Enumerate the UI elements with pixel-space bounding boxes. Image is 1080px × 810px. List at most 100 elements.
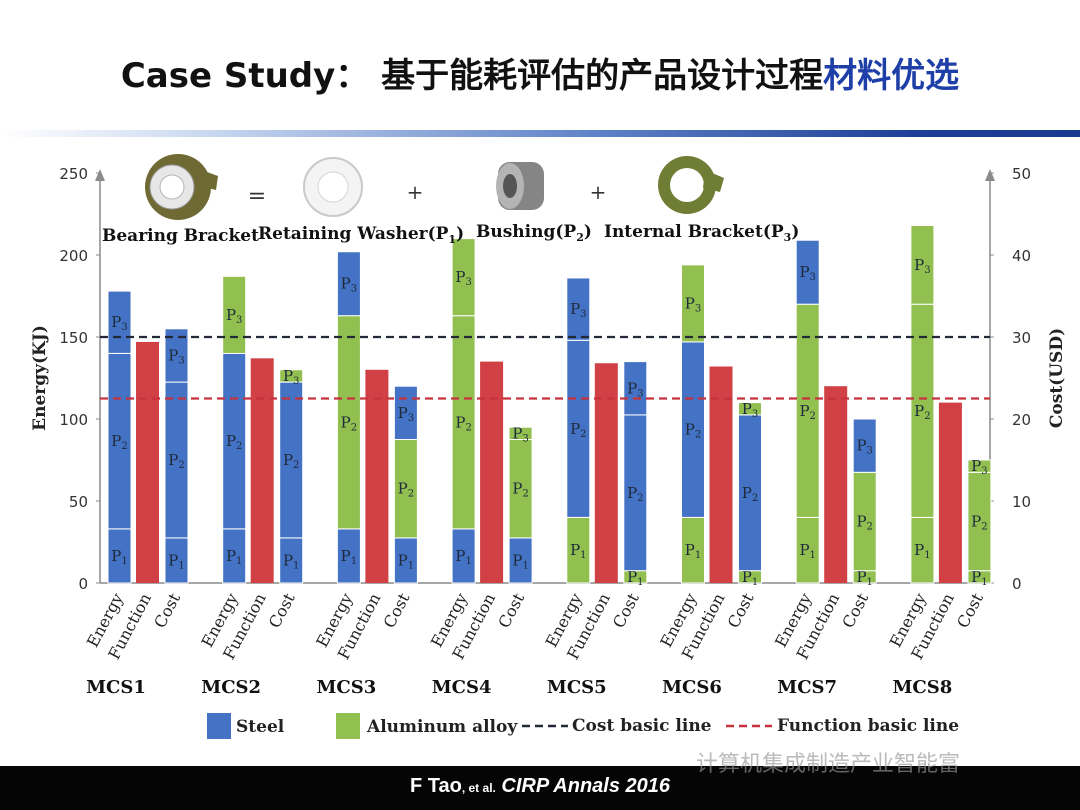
citation-journal: CIRP Annals 2016 [501,775,671,797]
segment-label: P3 [856,437,872,457]
segment-label: P1 [914,541,930,561]
legend-label-aluminum: Aluminum alloy [366,717,518,737]
plus-sign: + [407,180,424,204]
left-axis-label: Energy(KJ) [30,325,50,431]
segment-label: P3 [398,404,414,424]
segment-label: P3 [512,424,528,444]
segment-label: P1 [111,547,127,567]
watermark-text: 计算机集成制造产业智能富 [696,752,961,777]
cost-segment [279,369,304,383]
group-label: MCS2 [201,677,261,698]
segment-label: P2 [627,484,643,504]
segment-label: P3 [799,263,815,283]
right-tick-label: 50 [1012,165,1031,183]
bar-category-label: Cost [724,589,758,631]
internal-bracket-label: Internal Bracket(P3) [604,222,799,244]
right-tick-label: 0 [1012,575,1022,593]
title-divider [0,130,1080,137]
function-bar [250,358,274,583]
segment-label: P2 [971,513,987,533]
bar-category-label: Cost [150,589,184,631]
function-bar [938,402,962,583]
left-axis-arrow [95,169,105,181]
group-label: MCS6 [662,677,722,698]
washer-hole-icon [317,171,349,203]
cost-segment [623,361,648,416]
left-tick-label: 200 [59,247,88,265]
segment-label: P1 [570,541,586,561]
segment-label: P2 [168,451,184,471]
bar-category-label: Cost [953,589,987,631]
segment-label: P2 [914,402,930,422]
left-tick-label: 100 [59,411,88,429]
function-bar [594,363,618,583]
group-label: MCS8 [893,677,953,698]
segment-label: P2 [398,480,414,500]
segment-label: P3 [226,306,242,326]
left-tick-label: 150 [59,329,88,347]
segment-label: P1 [799,541,815,561]
segment-label: P3 [168,346,184,366]
title-main: 基于能耗评估的产品设计过程 [381,56,824,96]
bar-category-label: Cost [494,589,528,631]
cost-segment [852,418,877,473]
energy-segment [681,264,705,343]
energy-segment [795,239,820,305]
function-bar [365,369,389,583]
group-label: MCS7 [777,677,837,698]
internal-bracket-hole-icon [670,168,704,202]
energy-segment [566,277,591,341]
segment-label: P3 [283,367,299,387]
energy-segment [451,238,476,317]
segment-label: P2 [111,432,127,452]
bar-category-label: Cost [380,589,414,631]
segment-label: P3 [971,457,987,477]
function-bar [480,361,504,583]
right-tick-label: 20 [1012,411,1031,429]
energy-segment [222,275,247,354]
function-bar [136,341,159,583]
segment-label: P1 [627,568,643,588]
bar-category-label: Cost [838,589,872,631]
segment-label: P1 [512,551,528,571]
segment-label: P2 [512,480,528,500]
slide-title: Case Study： 基于能耗评估的产品设计过程材料优选 [0,48,1080,97]
internal-bracket-tab-icon [703,170,724,192]
segment-label: P3 [455,268,471,288]
legend-label-function: Function basic line [777,716,959,736]
legend: Steel Aluminum alloy Cost basic line Functi… [207,713,959,739]
title-prefix: Case Study： [120,56,370,96]
segment-label: P3 [742,400,758,420]
footer-bar [0,766,1080,810]
legend-label-steel: Steel [236,717,285,737]
group-label: MCS1 [86,677,146,698]
cost-segment [164,328,189,383]
bar-category-label: Cost [265,589,299,631]
title-highlight: 材料优选 [823,56,960,96]
bushing-bore-icon [503,174,517,198]
segment-label: P1 [283,551,299,571]
energy-segment [910,224,935,305]
right-axis-arrow [985,169,995,181]
segment-label: P3 [341,275,357,295]
group-label: MCS3 [317,677,377,698]
bushing-label: Bushing(P2) [476,222,592,244]
segment-label: P3 [570,300,586,320]
segment-label: P2 [856,513,872,533]
segment-label: P1 [685,541,701,561]
segment-label: P3 [627,379,643,399]
segment-label: P3 [914,256,930,276]
energy-segment [336,251,361,317]
segment-label: P1 [341,547,357,567]
energy-cost-chart: 0 50 100 150 200 250 Energy(KJ) 0 10 20 30 40 50 Cost… [30,154,1067,739]
legend-label-cost: Cost basic line [572,716,712,736]
legend-swatch-steel [207,713,231,739]
left-tick-label: 0 [78,575,88,593]
group-label: MCS4 [432,677,492,698]
segment-label: P2 [455,413,471,433]
left-tick-label: 50 [69,493,88,511]
cost-segment [967,459,992,473]
